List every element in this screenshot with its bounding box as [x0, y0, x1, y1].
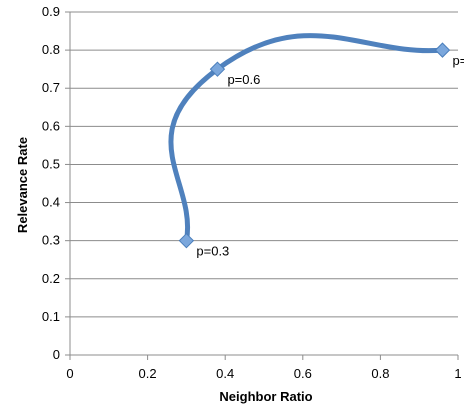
- x-tick-label: 0: [66, 366, 73, 381]
- y-tick-label: 0.1: [42, 309, 60, 324]
- x-tick-label: 1: [454, 366, 461, 381]
- x-tick-label: 0.2: [139, 366, 157, 381]
- y-tick-label: 0.6: [42, 118, 60, 133]
- y-tick-labels: 0 0.1 0.2 0.3 0.4 0.5 0.6 0.7 0.8 0.9: [42, 4, 60, 362]
- data-markers: [178, 42, 451, 249]
- data-point-label: p=0.6: [227, 72, 260, 87]
- series-path: [168, 33, 445, 244]
- y-tick-label: 0.2: [42, 271, 60, 286]
- y-axis-title: Relevance Rate: [15, 137, 30, 233]
- gridlines: [70, 11, 458, 318]
- data-point-marker: [178, 232, 195, 249]
- series-line: [168, 33, 445, 244]
- y-tick-label: 0.7: [42, 80, 60, 95]
- axes: [65, 11, 459, 360]
- y-tick-label: 0.9: [42, 4, 60, 19]
- x-tick-label: 0.6: [294, 366, 312, 381]
- data-point-label: p=0.8: [452, 53, 464, 68]
- y-tick-label: 0.8: [42, 42, 60, 57]
- data-labels: p=0.3 p=0.6 p=0.8: [196, 53, 464, 259]
- x-tick-label: 0.8: [371, 366, 389, 381]
- y-tick-label: 0.4: [42, 195, 60, 210]
- y-tick-label: 0.3: [42, 233, 60, 248]
- x-axis-title: Neighbor Ratio: [219, 389, 312, 404]
- data-point-label: p=0.3: [196, 244, 229, 259]
- x-tick-labels: 0 0.2 0.4 0.6 0.8 1: [66, 366, 461, 381]
- data-point-marker: [209, 61, 226, 77]
- data-point-marker: [434, 42, 451, 58]
- y-tick-label: 0.5: [42, 156, 60, 171]
- x-tick-label: 0.4: [216, 366, 234, 381]
- y-tick-label: 0: [53, 347, 60, 362]
